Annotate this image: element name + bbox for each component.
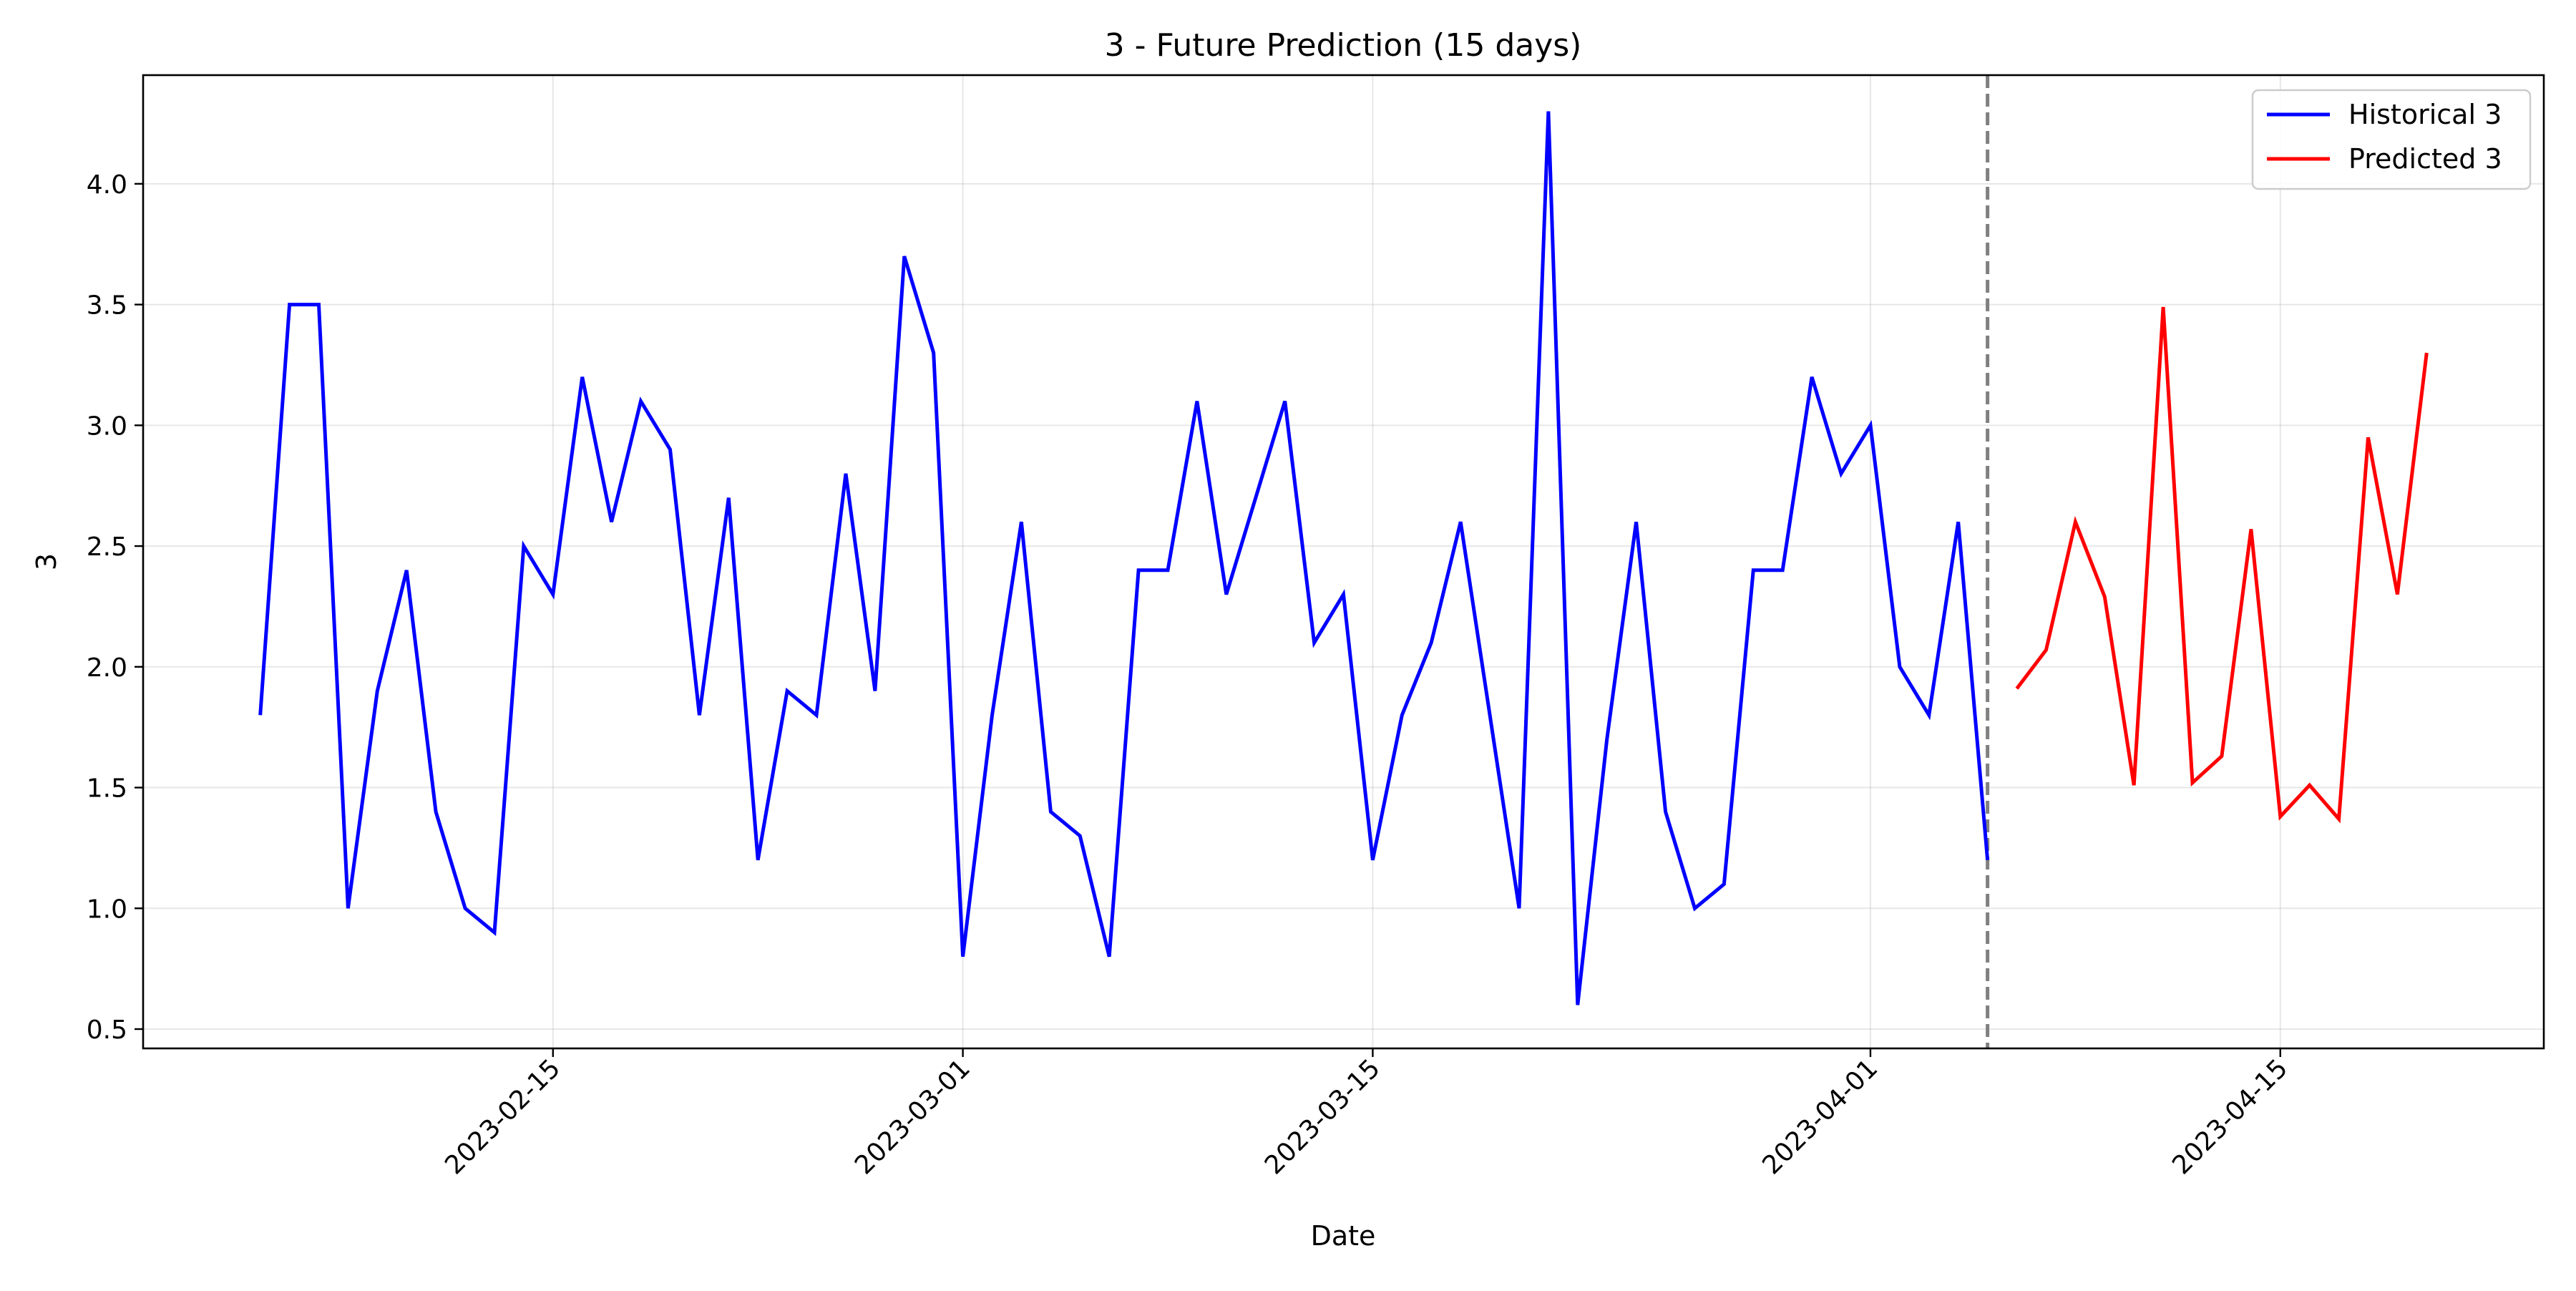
series-lines [258,111,2429,1005]
y-tick-label: 2.5 [87,532,127,562]
legend-label-historical: Historical 3 [2348,99,2502,130]
y-tick-label: 3.5 [87,291,127,321]
y-tick-label: 1.0 [87,895,127,924]
y-tick-label: 3.0 [87,411,127,441]
y-tick-label: 0.5 [87,1015,127,1045]
y-tick-label: 4.0 [87,170,127,200]
predicted-series-line [2015,306,2429,824]
plot-frame [142,74,2545,1050]
y-axis-label: 3 [31,553,62,570]
historical-series-line [258,111,1990,1005]
legend-label-predicted: Predicted 3 [2348,143,2502,175]
y-tick-label: 2.0 [87,653,127,683]
chart-title: 3 - Future Prediction (15 days) [1105,27,1582,64]
grid [143,75,2544,1048]
y-axis: 0.5 1.0 1.5 2.0 2.5 3.0 3.5 4.0 [87,170,143,1045]
legend: Historical 3 Predicted 3 [2251,89,2532,190]
y-tick-label: 1.5 [87,774,127,804]
x-axis-label: Date [1311,1220,1376,1252]
